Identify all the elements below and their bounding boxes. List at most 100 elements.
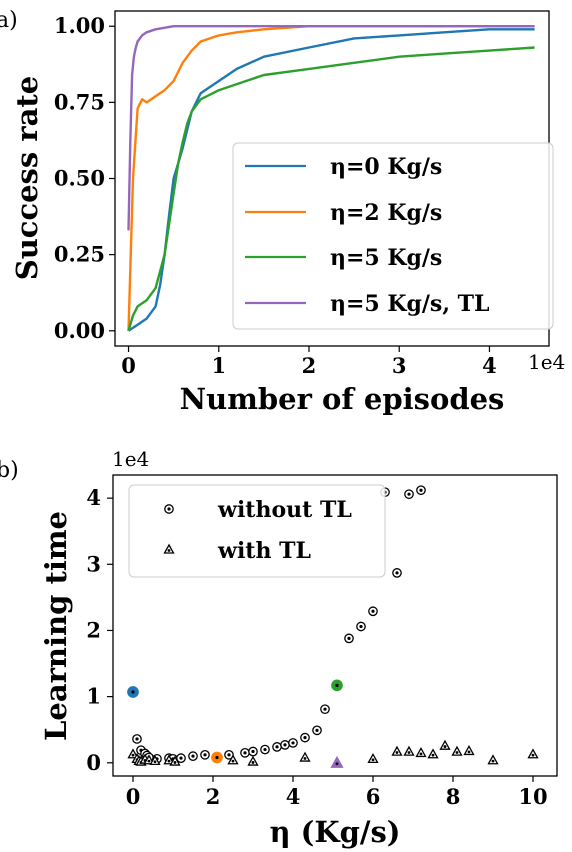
chart-b-ticks: 0 2 4 6 8 10 0 1 2 3 4 xyxy=(86,485,547,809)
point-center-dot xyxy=(371,758,375,762)
point-center-dot xyxy=(335,683,339,687)
x-tick-label-a: 0 xyxy=(121,353,136,378)
point-center-dot xyxy=(347,636,351,641)
chart-a-ticks: 0 1 2 3 4 0.00 0.25 0.50 0.75 1.00 xyxy=(54,13,497,378)
legend-label-1: η=2 Kg/s xyxy=(330,200,442,226)
point-with-tl xyxy=(439,739,451,750)
chart-b-ylabel: Learning time xyxy=(39,511,73,741)
y-tick-label-a: 0.50 xyxy=(54,166,105,191)
point-center-dot xyxy=(147,759,151,763)
point-center-dot xyxy=(179,756,183,760)
point-with-tl xyxy=(127,748,139,759)
point-with-tl xyxy=(487,754,499,765)
x-tick-label-a: 1 xyxy=(211,353,226,378)
point-center-dot xyxy=(215,755,219,760)
point-center-dot xyxy=(275,745,279,749)
panel-label-b: b) xyxy=(0,458,19,483)
y-tick-label-a: 0.75 xyxy=(54,89,105,114)
point-center-dot xyxy=(191,754,195,758)
point-center-dot xyxy=(455,751,459,754)
legend-label-0: η=0 Kg/s xyxy=(330,154,442,180)
x-tick-label-b: 10 xyxy=(518,784,547,809)
point-center-dot xyxy=(251,761,255,764)
x-tick-label-b: 0 xyxy=(126,784,141,809)
point-with-tl xyxy=(451,745,463,756)
chart-b-frame xyxy=(112,474,558,777)
legend-box xyxy=(128,484,386,578)
y-tick-label-a: 0.25 xyxy=(54,242,105,267)
point-center-dot xyxy=(153,760,157,764)
chart-a: a) 0 1 2 3 4 0.00 0.25 0.50 0.75 1.00 Number of e… xyxy=(0,8,565,416)
point-center-dot xyxy=(431,753,435,757)
point-with-tl xyxy=(427,748,439,759)
legend-label-without-tl: without TL xyxy=(217,497,352,523)
x-tick-label-a: 2 xyxy=(302,353,317,378)
chart-b-legend: without TL with TL xyxy=(128,484,386,578)
point-center-dot xyxy=(227,753,231,757)
point-center-dot xyxy=(359,624,363,629)
point-with-tl xyxy=(463,745,475,756)
point-with-tl xyxy=(247,755,259,766)
chart-a-x-multiplier: 1e4 xyxy=(528,350,565,374)
point-center-dot xyxy=(323,707,327,711)
legend-marker-triangle-dot xyxy=(167,549,171,552)
point-center-dot xyxy=(315,728,319,732)
y-tick-label-b: 3 xyxy=(86,551,101,576)
point-center-dot xyxy=(291,741,295,745)
point-center-dot xyxy=(131,753,135,757)
x-tick-label-b: 2 xyxy=(206,784,221,809)
y-tick-label-b: 4 xyxy=(86,485,101,510)
x-tick-label-a: 4 xyxy=(482,353,497,378)
chart-a-legend: η=0 Kg/s η=2 Kg/s η=5 Kg/s η=5 Kg/s, TL xyxy=(232,142,554,330)
highlight-point-purple xyxy=(330,755,344,768)
chart-a-lines xyxy=(127,25,535,332)
point-center-dot xyxy=(419,752,423,756)
point-center-dot xyxy=(395,751,399,754)
point-with-tl xyxy=(163,754,175,765)
point-center-dot xyxy=(251,749,255,754)
point-with-tl xyxy=(299,751,311,762)
legend-marker-circle-dot xyxy=(167,507,171,511)
point-with-tl xyxy=(415,747,427,758)
point-center-dot xyxy=(395,571,399,575)
point-with-tl xyxy=(403,745,415,756)
point-center-dot xyxy=(443,745,447,748)
point-with-tl xyxy=(149,754,161,766)
point-center-dot xyxy=(203,753,207,757)
point-with-tl xyxy=(367,752,379,764)
chart-a-ylabel: Success rate xyxy=(10,76,44,280)
point-center-dot xyxy=(531,753,535,757)
point-center-dot xyxy=(303,736,307,740)
point-center-dot xyxy=(407,751,411,754)
point-center-dot xyxy=(467,750,471,754)
chart-b: b) 1e4 0 2 4 6 8 10 0 1 2 3 4 η (Kg/s) Learning ti… xyxy=(0,447,558,849)
point-center-dot xyxy=(371,609,375,613)
point-center-dot xyxy=(283,743,287,747)
point-center-dot xyxy=(407,492,411,496)
chart-b-y-multiplier: 1e4 xyxy=(112,447,149,471)
point-center-dot xyxy=(167,759,171,763)
y-tick-label-a: 1.00 xyxy=(54,13,105,38)
legend-marker-triangle xyxy=(163,543,175,554)
chart-b-points xyxy=(127,485,539,768)
legend-label-3: η=5 Kg/s, TL xyxy=(330,291,489,317)
series-line-purple xyxy=(127,25,535,231)
chart-b-xlabel: η (Kg/s) xyxy=(269,815,400,849)
point-with-tl xyxy=(227,754,239,765)
point-center-dot xyxy=(263,747,267,752)
point-center-dot xyxy=(173,761,177,764)
point-center-dot xyxy=(491,759,495,763)
point-with-tl xyxy=(391,745,403,756)
point-with-tl xyxy=(527,748,539,759)
legend-box xyxy=(232,142,554,330)
point-center-dot xyxy=(131,690,135,694)
y-tick-label-a: 0.00 xyxy=(54,318,105,343)
point-center-dot xyxy=(419,488,423,492)
y-tick-label-b: 1 xyxy=(86,684,101,709)
point-center-dot xyxy=(231,759,235,763)
panel-label-a: a) xyxy=(0,8,18,33)
legend-label-2: η=5 Kg/s xyxy=(330,245,442,271)
x-tick-label-b: 4 xyxy=(286,784,301,809)
point-center-dot xyxy=(335,762,339,766)
x-tick-label-b: 8 xyxy=(446,784,461,809)
